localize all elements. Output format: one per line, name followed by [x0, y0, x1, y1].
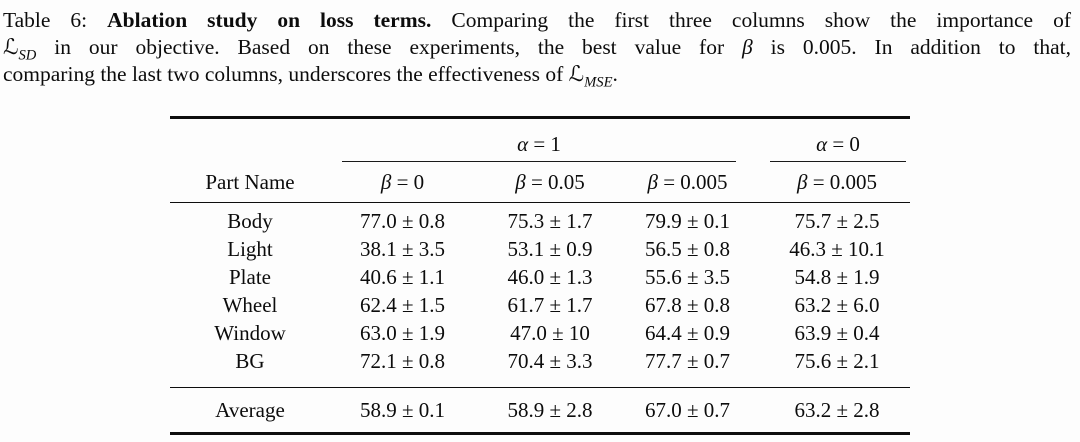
beta-symbol: β — [796, 169, 808, 194]
alpha1-label-with-cmidrule: α = 1 — [342, 132, 736, 162]
table-row-body: Body 77.0 ± 0.8 75.3 ± 1.7 79.9 ± 0.1 75… — [170, 203, 910, 236]
alpha1-eq: = 1 — [528, 132, 561, 156]
value-cell: 63.2 ± 2.8 — [764, 387, 910, 435]
caption-line2-text-b: is 0.005. In addition to that, — [752, 35, 1071, 59]
caption-title-bold: Ablation study on loss terms. — [107, 8, 432, 32]
ablation-results-table: α = 1 α = 0 Part Name β = 0 β = 0.05 β =… — [170, 116, 910, 435]
caption-line3-period: . — [612, 62, 618, 86]
beta-symbol: β — [647, 169, 658, 194]
value-cell: 63.9 ± 0.4 — [794, 321, 880, 345]
caption-last-line: comparing the last two columns, undersco… — [3, 61, 1071, 91]
value-cell: 54.8 ± 1.9 — [794, 265, 880, 289]
beta0005-header-cell: β = 0.005 — [625, 162, 750, 203]
beta005-header-cell: β = 0.05 — [475, 162, 625, 203]
alpha0-label-with-cmidrule: α = 0 — [770, 132, 906, 162]
group-header-alpha0-cell: α = 0 — [764, 116, 910, 162]
column-spacer — [750, 319, 764, 347]
value-cell: 72.1 ± 0.8 — [359, 349, 446, 373]
column-spacer — [750, 203, 764, 236]
loss-mse-subscript: MSE — [584, 74, 613, 91]
alpha-symbol: α — [816, 132, 828, 156]
value-cell: 58.9 ± 0.1 — [330, 387, 475, 435]
part-name-cell: Wheel — [222, 293, 278, 317]
loss-sd-symbol: ℒ — [3, 35, 19, 60]
table-row-plate: Plate 40.6 ± 1.1 46.0 ± 1.3 55.6 ± 3.5 5… — [170, 263, 910, 291]
part-name-cell: BG — [235, 349, 265, 373]
part-name-cell: Body — [227, 209, 273, 233]
value-cell: 63.2 ± 6.0 — [794, 293, 880, 317]
value-cell: 47.0 ± 10 — [510, 321, 590, 345]
value-cell-best: 77.7 ± 0.7 — [644, 349, 731, 373]
caption-line1-text: Comparing the first three columns show t… — [431, 8, 1071, 32]
value-cell: 75.7 ± 2.5 — [794, 209, 880, 233]
value-cell: 75.3 ± 1.7 — [507, 209, 593, 233]
value-cell: 75.6 ± 2.1 — [794, 349, 880, 373]
table-row-average: Average 58.9 ± 0.1 58.9 ± 2.8 67.0 ± 0.7… — [170, 387, 910, 435]
value-cell-best: 56.5 ± 0.8 — [644, 237, 731, 261]
beta0-header-cell: β = 0 — [330, 162, 475, 203]
group-header-empty-cell — [170, 116, 330, 162]
table-row-wheel: Wheel 62.4 ± 1.5 61.7 ± 1.7 67.8 ± 0.8 6… — [170, 291, 910, 319]
value-cell: 62.4 ± 1.5 — [359, 293, 446, 317]
value-cell-best: 55.6 ± 3.5 — [644, 265, 731, 289]
column-spacer — [750, 291, 764, 319]
part-name-cell: Plate — [229, 265, 271, 289]
column-spacer — [750, 116, 764, 162]
value-cell-best: 67.0 ± 0.7 — [625, 387, 750, 435]
value-cell: 40.6 ± 1.1 — [359, 265, 446, 289]
beta-symbol: β — [742, 35, 753, 59]
part-name-header-cell: Part Name — [170, 162, 330, 203]
value-cell: 61.7 ± 1.7 — [507, 293, 593, 317]
value-cell-best: 64.4 ± 0.9 — [644, 321, 731, 345]
loss-sd-subscript: SD — [18, 47, 37, 64]
alpha0-beta0005-eq: = 0.005 — [807, 169, 878, 194]
beta0-eq: = 0 — [391, 169, 425, 194]
part-name-cell: Light — [227, 237, 273, 261]
caption-line2-text-a: in our objective. Based on these experim… — [36, 35, 743, 59]
loss-mse-symbol: ℒ — [568, 62, 585, 87]
value-cell: 53.1 ± 0.9 — [507, 237, 593, 261]
alpha0-eq: = 0 — [827, 132, 860, 156]
beta005-eq: = 0.05 — [525, 169, 585, 194]
column-spacer — [750, 162, 764, 203]
column-header-row: Part Name β = 0 β = 0.05 β = 0.005 β = 0… — [170, 162, 910, 203]
value-cell: 46.3 ± 10.1 — [789, 237, 885, 261]
group-header-alpha1-cell: α = 1 — [330, 116, 750, 162]
alpha0-beta0005-header-cell: β = 0.005 — [764, 162, 910, 203]
table-row-bg: BG 72.1 ± 0.8 70.4 ± 3.3 77.7 ± 0.7 75.6… — [170, 347, 910, 388]
column-spacer — [750, 235, 764, 263]
group-header-row: α = 1 α = 0 — [170, 116, 910, 162]
value-cell: 77.0 ± 0.8 — [359, 209, 446, 233]
value-cell-best: 67.8 ± 0.8 — [644, 293, 731, 317]
part-name-cell: Window — [214, 321, 286, 345]
value-cell: 38.1 ± 3.5 — [359, 237, 446, 261]
value-cell-best: 79.9 ± 0.1 — [644, 209, 731, 233]
value-cell: 70.4 ± 3.3 — [507, 349, 593, 373]
table-row-window: Window 63.0 ± 1.9 47.0 ± 10 64.4 ± 0.9 6… — [170, 319, 910, 347]
beta-symbol: β — [380, 169, 392, 194]
caption-lines-justified: Table 6: Ablation study on loss terms. C… — [3, 7, 1071, 64]
value-cell: 58.9 ± 2.8 — [475, 387, 625, 435]
table-caption: Table 6: Ablation study on loss terms. C… — [0, 0, 1074, 91]
alpha-symbol: α — [517, 132, 529, 156]
column-spacer — [750, 347, 764, 388]
beta0005-eq: = 0.005 — [657, 169, 728, 194]
value-cell: 63.0 ± 1.9 — [359, 321, 446, 345]
caption-line3-text: comparing the last two columns, undersco… — [3, 62, 569, 86]
beta-symbol: β — [515, 169, 526, 194]
caption-label: Table 6: — [3, 8, 108, 32]
value-cell: 46.0 ± 1.3 — [507, 265, 593, 289]
part-name-cell: Average — [170, 387, 330, 435]
column-spacer — [750, 263, 764, 291]
table-row-light: Light 38.1 ± 3.5 53.1 ± 0.9 56.5 ± 0.8 4… — [170, 235, 910, 263]
column-spacer — [750, 387, 764, 435]
